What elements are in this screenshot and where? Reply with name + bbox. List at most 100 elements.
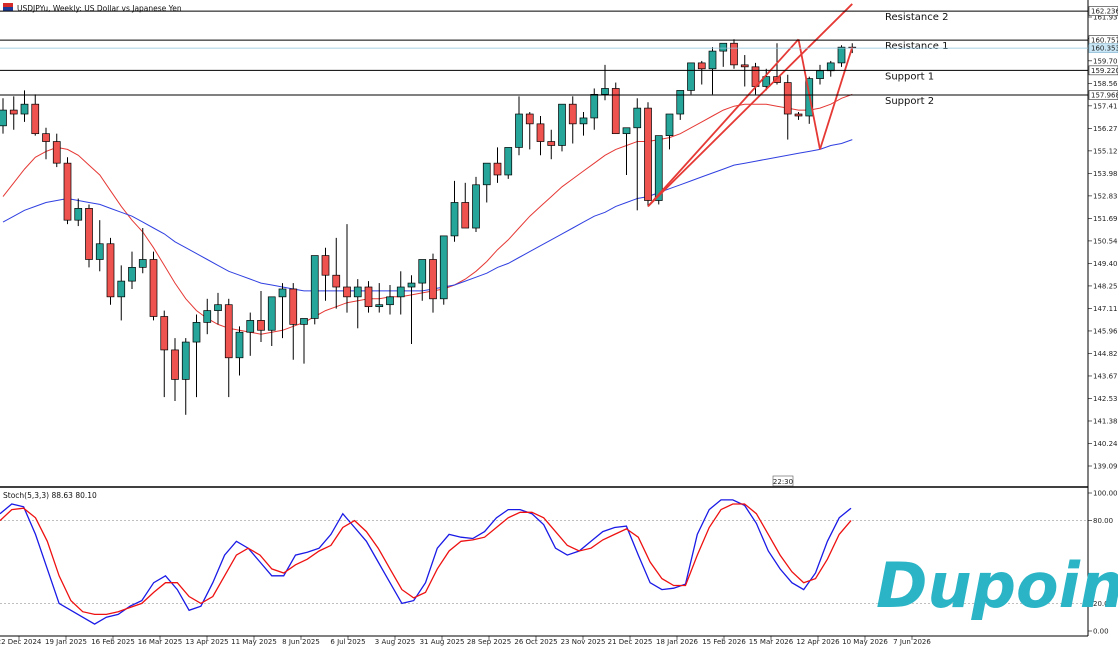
price-tick-label: 158.560 <box>1093 80 1118 88</box>
bullish-candle <box>482 162 491 203</box>
time-axis[interactable]: 22 Dec 2024 19 Jan 2025 16 Feb 2025 16 Mar … <box>0 636 931 646</box>
trendline[interactable] <box>647 38 800 208</box>
time-tick-label: 26 Oct 2025 <box>514 638 557 646</box>
trendline[interactable] <box>819 46 854 150</box>
bullish-candle <box>622 127 631 175</box>
stoch-k-line <box>0 499 852 625</box>
candle-body <box>192 322 201 343</box>
price-tick-label: 148.255 <box>1093 282 1118 290</box>
time-tick-label: 23 Nov 2025 <box>561 638 606 646</box>
candle-body <box>837 46 846 64</box>
price-tick-label: 143.675 <box>1093 372 1118 380</box>
candle-body <box>493 162 502 176</box>
bullish-candle <box>95 220 104 272</box>
level-resistance-1[interactable]: Resistance 1 <box>0 39 1088 52</box>
candle-body <box>708 50 717 70</box>
bullish-candle <box>515 96 523 156</box>
candle-body <box>181 341 190 380</box>
bullish-candle <box>192 314 201 398</box>
candle-body <box>558 103 566 146</box>
bullish-candle <box>128 251 136 289</box>
bearish-candle <box>461 182 470 229</box>
level-price-tag <box>1088 6 1118 16</box>
bullish-candle <box>418 259 427 301</box>
candle-body <box>676 90 685 115</box>
candle-body <box>171 349 179 380</box>
price-tick-label: 159.705 <box>1093 57 1118 65</box>
bearish-candle <box>332 237 341 309</box>
candle-body <box>740 64 749 68</box>
price-tick-label: 151.690 <box>1093 215 1118 223</box>
candle-body <box>407 282 416 288</box>
candle-body <box>687 62 695 91</box>
time-tick-label: 21 Dec 2025 <box>608 638 653 646</box>
bullish-candle <box>203 298 212 335</box>
bearish-candle <box>160 310 169 398</box>
bearish-candle <box>493 147 502 183</box>
bearish-candle <box>697 60 706 85</box>
bullish-candle <box>687 62 695 95</box>
candle-body <box>289 288 298 325</box>
candle-body <box>762 76 771 87</box>
level-price-tag-label: 159.220 <box>1091 67 1118 75</box>
candle-body <box>579 117 588 125</box>
candle-body <box>665 113 674 136</box>
candle-body <box>633 107 642 129</box>
price-panel[interactable]: Resistance 2 Resistance 1 Support 1 Support… <box>0 3 1088 415</box>
bullish-candle <box>267 296 276 346</box>
bullish-candle <box>214 292 222 325</box>
level-support-1[interactable]: Support 1 <box>0 69 1088 82</box>
candle-body <box>386 296 394 306</box>
candle-body <box>450 202 459 237</box>
level-resistance-2[interactable]: Resistance 2 <box>0 10 1088 23</box>
candle-body <box>95 243 104 260</box>
bullish-candle <box>235 326 244 376</box>
time-tick-label: 28 Sep 2025 <box>467 638 511 646</box>
bearish-candle <box>63 157 72 225</box>
price-tick-label: 156.270 <box>1093 125 1118 133</box>
candle-body <box>214 304 222 311</box>
bullish-candle <box>278 283 287 339</box>
price-axis[interactable]: 161.935160.850159.705158.560157.415156.2… <box>1088 6 1118 471</box>
level-price-tag <box>1088 65 1118 76</box>
bearish-candle <box>611 82 620 135</box>
candle-body <box>697 62 706 70</box>
candle-body <box>622 127 631 135</box>
bearish-candle <box>9 96 18 130</box>
time-tick-label: 19 Jan 2025 <box>45 638 87 646</box>
time-tick-label: 3 Aug 2025 <box>375 638 415 646</box>
bearish-candle <box>149 251 158 321</box>
price-tick-label: 140.240 <box>1093 440 1118 448</box>
bullish-candle <box>816 64 824 85</box>
candle-body <box>106 243 115 298</box>
candle-body <box>42 133 50 142</box>
candle-body <box>515 113 523 148</box>
price-tick-label: 153.980 <box>1093 170 1118 178</box>
current-price-tag-label: 160.353 <box>1091 45 1118 53</box>
level-label: Resistance 2 <box>885 12 948 23</box>
price-tick-label: 144.820 <box>1093 350 1118 358</box>
bearish-candle <box>644 102 652 207</box>
bearish-candle <box>171 338 179 402</box>
bullish-candle <box>826 60 835 77</box>
time-tick-label: 11 May 2025 <box>231 638 277 646</box>
trendline[interactable] <box>647 3 853 208</box>
candle-body <box>461 202 470 229</box>
bullish-candle <box>74 198 83 227</box>
level-label: Resistance 1 <box>885 41 948 52</box>
candle-body <box>396 286 405 298</box>
level-label: Support 1 <box>885 71 934 82</box>
level-price-tag-label: 162.236 <box>1091 8 1118 16</box>
current-price-tag <box>1088 43 1118 53</box>
stochastic-panel[interactable]: Stoch(5,3,3) 88.63 80.10 100.00 80.00 20.0… <box>0 490 1118 636</box>
candle-body <box>128 267 136 282</box>
time-tick-label: 6 Jul 2025 <box>330 638 365 646</box>
price-tick-label: 157.415 <box>1093 102 1118 110</box>
bullish-candle <box>439 235 448 305</box>
level-support-2[interactable]: Support 2 <box>0 94 1088 107</box>
trendline[interactable] <box>797 39 821 150</box>
bearish-candle <box>794 112 803 120</box>
candle-body <box>235 331 244 359</box>
